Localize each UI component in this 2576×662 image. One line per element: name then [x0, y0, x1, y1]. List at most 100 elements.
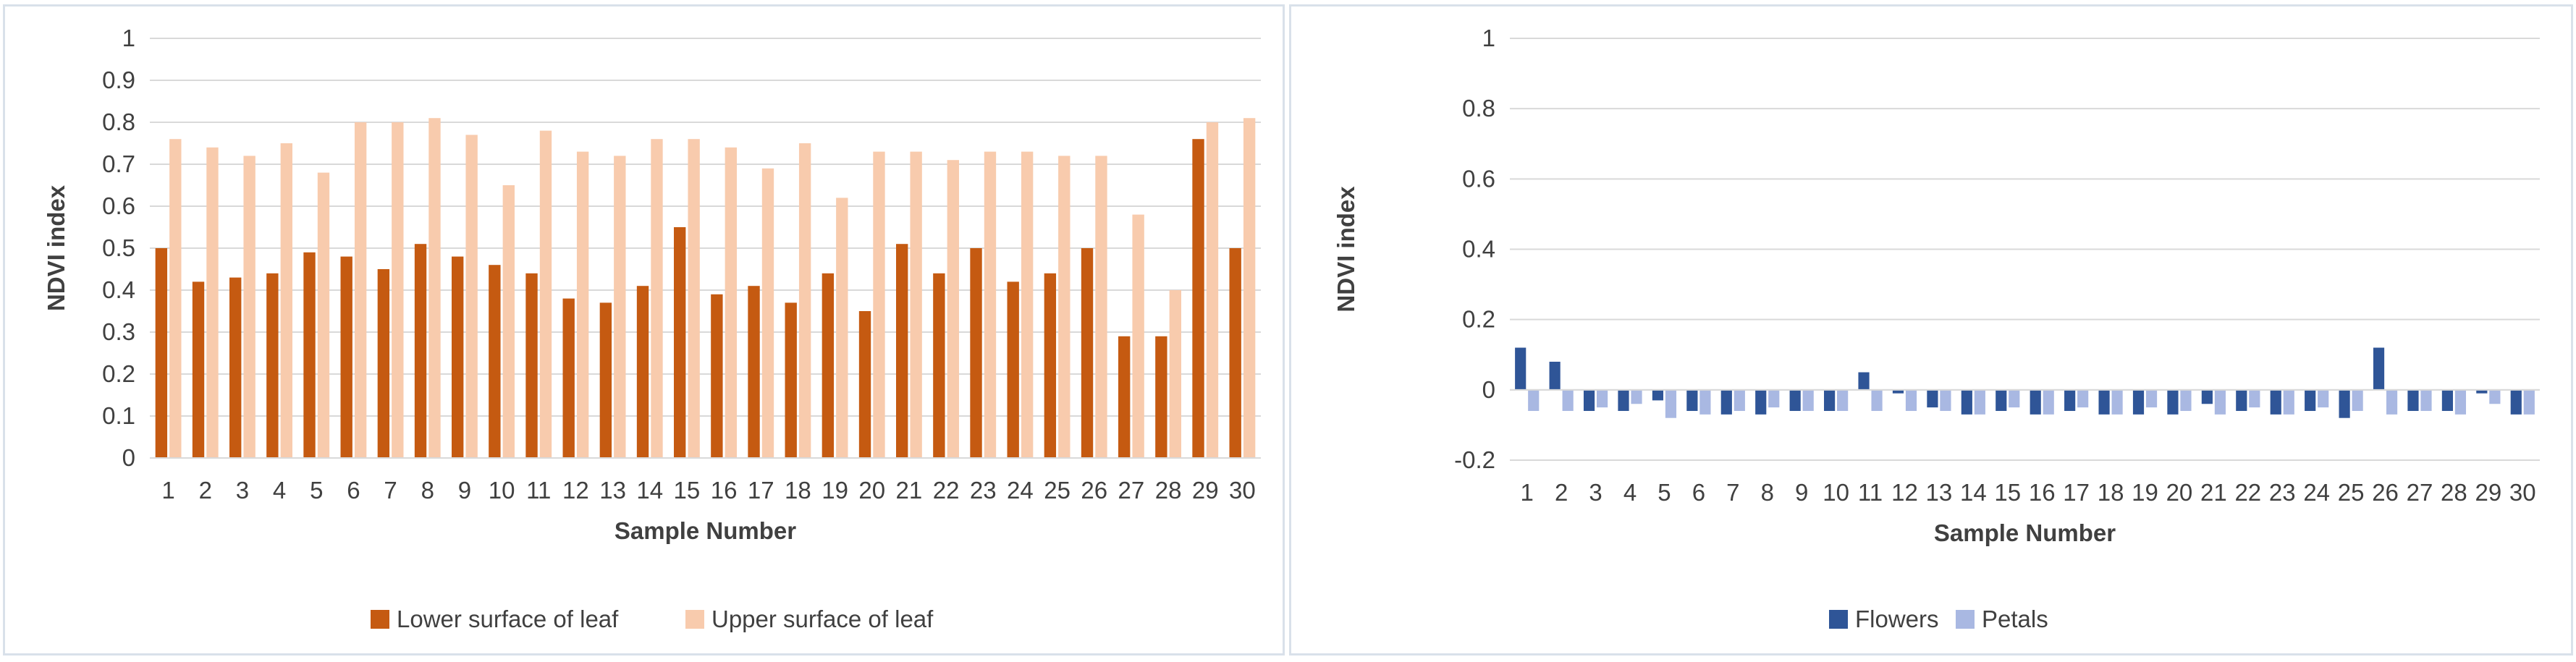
upper-leaf-bar — [392, 122, 404, 458]
x-tick-label: 17 — [2063, 479, 2090, 506]
lower-leaf-bar — [1044, 273, 1057, 458]
upper-leaf-bar — [798, 143, 811, 458]
upper-leaf-bar — [836, 198, 848, 458]
lower-leaf-bar — [1007, 281, 1019, 458]
upper-leaf-bar — [280, 143, 292, 458]
flowers-bar — [1720, 389, 1732, 415]
petals-bar — [1940, 389, 1951, 411]
y-tick-label: 0.8 — [102, 109, 135, 135]
lower-leaf-bar — [858, 311, 871, 458]
lower-leaf-bar — [229, 277, 242, 458]
x-tick-label: 19 — [2132, 479, 2158, 506]
upper-leaf-bar — [354, 122, 367, 458]
y-tick-label: 0.5 — [102, 234, 135, 261]
y-tick-label: 0.2 — [1462, 306, 1495, 333]
x-tick-label: 9 — [458, 477, 471, 504]
flowers-bar — [1996, 389, 2007, 411]
flowers-bar — [2167, 389, 2179, 415]
petals-bar — [2043, 389, 2054, 415]
legend-label: Lower surface of leaf — [397, 606, 619, 632]
x-tick-label: 7 — [384, 477, 397, 504]
lower-leaf-bar — [785, 302, 797, 458]
x-tick-label: 26 — [1081, 477, 1107, 504]
upper-leaf-bar — [428, 118, 441, 458]
x-tick-label: 25 — [1044, 477, 1070, 504]
flowers-bar — [1892, 389, 1904, 394]
x-tick-label: 6 — [1692, 479, 1705, 506]
lower-leaf-bar — [711, 294, 723, 458]
petals-bar — [2523, 389, 2535, 415]
x-tick-label: 3 — [236, 477, 249, 504]
x-tick-label: 9 — [1795, 479, 1808, 506]
upper-leaf-bar — [206, 147, 219, 459]
x-tick-label: 7 — [1726, 479, 1739, 506]
x-tick-label: 24 — [2303, 479, 2330, 506]
lower-leaf-bar — [489, 265, 501, 458]
petals-bar — [2489, 389, 2501, 404]
y-tick-label: 1 — [1482, 25, 1495, 51]
x-tick-label: 26 — [2372, 479, 2399, 506]
upper-leaf-bar — [1095, 156, 1107, 458]
lower-leaf-bar — [1081, 248, 1094, 458]
flower-ndvi-chart-panel: -0.2 0 0.2 0.4 0.6 0.8 1 1 2 3 4 5 6 7 8 9 10 11 12 13 14 15 1… — [1289, 4, 2573, 655]
x-tick-label: 3 — [1589, 479, 1602, 506]
flowers-bar — [1686, 389, 1698, 411]
x-tick-label: 5 — [310, 477, 323, 504]
y-tick-label: 0.9 — [102, 67, 135, 93]
upper-leaf-bar — [984, 151, 997, 458]
y-tick-label: 0 — [1482, 376, 1495, 403]
lower-leaf-bar — [1118, 336, 1131, 458]
flowers-bar — [2441, 389, 2453, 411]
petals-bar — [2249, 389, 2260, 408]
upper-leaf-bar — [539, 130, 552, 458]
petals-bar — [2386, 389, 2398, 415]
x-tick-label: 25 — [2338, 479, 2365, 506]
flowers-bar — [1652, 389, 1664, 401]
petals-bar — [1631, 389, 1642, 404]
upper-leaf-bar — [725, 147, 737, 459]
legend-swatch — [685, 610, 704, 629]
y-tick-label: 0.3 — [102, 318, 135, 345]
legend-swatch — [371, 610, 389, 629]
x-tick-label: 2 — [1555, 479, 1568, 506]
x-tick-label: 21 — [896, 477, 923, 504]
lower-leaf-bar — [155, 248, 168, 458]
y-tick-label: 0.1 — [102, 402, 135, 429]
x-tick-label: 12 — [1891, 479, 1918, 506]
flowers-bar — [2236, 389, 2247, 411]
flowers-bar — [1515, 347, 1526, 390]
x-tick-label: 28 — [1155, 477, 1182, 504]
x-tick-label: 30 — [2509, 479, 2536, 506]
flowers-bar — [1927, 389, 1938, 408]
flowers-bar — [2201, 389, 2213, 404]
flowers-bar — [1961, 389, 1972, 415]
lower-leaf-bar — [377, 269, 390, 458]
upper-leaf-bar — [651, 139, 663, 458]
legend-swatch — [1956, 610, 1975, 629]
flowers-bar — [1824, 389, 1836, 411]
x-tick-label: 14 — [1960, 479, 1987, 506]
petals-bar — [1562, 389, 1574, 411]
flowers-bar — [2407, 389, 2419, 411]
flowers-bar — [2132, 389, 2145, 415]
upper-leaf-bar — [1132, 214, 1144, 458]
lower-leaf-bar — [599, 302, 612, 458]
flowers-bar — [2270, 389, 2281, 415]
x-tick-label: 6 — [347, 477, 360, 504]
x-tick-label: 15 — [674, 477, 701, 504]
x-axis-title: Sample Number — [615, 517, 796, 544]
flowers-bar — [2305, 389, 2316, 411]
lower-leaf-bar — [414, 244, 427, 458]
flowers-bar — [2339, 389, 2350, 418]
x-tick-label: 27 — [1118, 477, 1145, 504]
upper-leaf-bar — [873, 151, 885, 458]
x-tick-label: 23 — [970, 477, 997, 504]
flowers-bar — [2510, 389, 2522, 415]
upper-leaf-bar — [1206, 122, 1219, 458]
y-tick-label: 0 — [122, 444, 135, 471]
petals-bar — [2145, 389, 2158, 408]
lower-leaf-bar — [266, 273, 279, 458]
petals-bar — [1528, 389, 1540, 411]
y-tick-label: 1 — [122, 25, 135, 51]
x-tick-label: 14 — [636, 477, 663, 504]
